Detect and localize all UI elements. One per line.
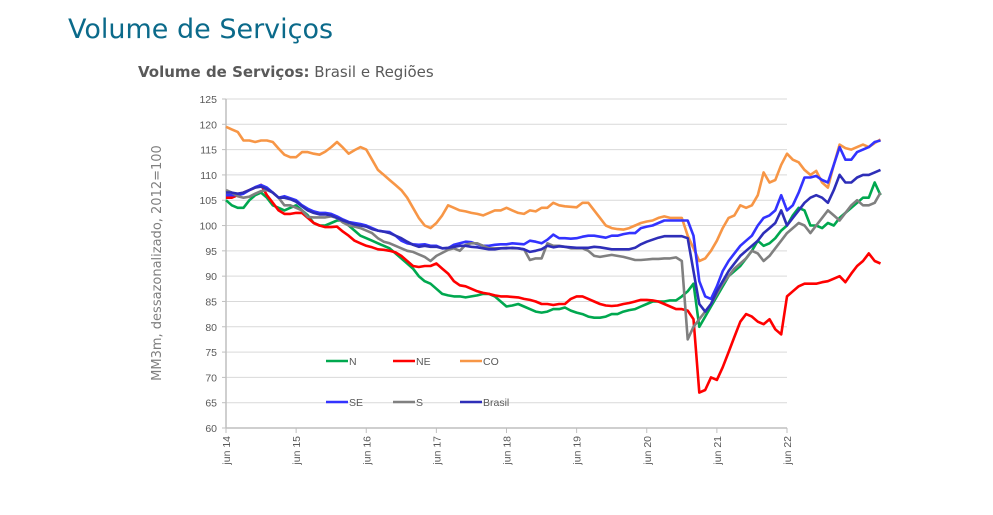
y-tick-label: 65 — [205, 398, 217, 410]
series-line-se — [226, 139, 881, 301]
y-tick-label: 95 — [205, 246, 217, 258]
y-tick-label: 70 — [205, 372, 217, 384]
y-tick-labels: 60 65 70 75 80 85 90 95 100 105 110 115 120 125 — [199, 94, 217, 435]
x-tick-label: jun 17 — [431, 436, 443, 466]
x-tick-label: jun 21 — [712, 436, 724, 466]
x-tick-label: jun 16 — [361, 436, 373, 466]
legend-item-brasil: Brasil — [460, 397, 509, 409]
legend-item-se: SE — [326, 397, 363, 409]
y-tick-label: 110 — [200, 170, 217, 182]
y-tick-label: 105 — [199, 195, 217, 207]
series-line-n — [225, 181, 882, 329]
axes — [225, 99, 787, 429]
x-tick-label: jun 18 — [502, 436, 514, 466]
y-axis-label: MM3m, dessazonalizado, 2012=100 — [150, 145, 165, 381]
x-tick-label: jun 19 — [572, 436, 584, 466]
legend-item-co: CO — [460, 356, 499, 368]
legend-item-ne: NE — [393, 356, 431, 368]
y-tick-label: 75 — [205, 347, 217, 359]
y-tick-label: 85 — [205, 296, 217, 308]
legend-label: CO — [483, 356, 499, 368]
legend-label: SE — [349, 397, 363, 409]
chart-title-bold: Volume de Serviços: — [138, 63, 310, 81]
chart-title: Volume de Serviços: Brasil e Regiões — [138, 63, 434, 81]
y-tick-label: 115 — [200, 145, 217, 157]
legend: N NE CO SE S Brasil — [326, 356, 509, 409]
legend-label: Brasil — [483, 397, 509, 409]
legend-label: NE — [416, 356, 431, 368]
x-tick-label: jun 22 — [782, 436, 794, 466]
y-tick-label: 125 — [199, 94, 217, 106]
x-tick-labels: jun 14 jun 15 jun 16 jun 17 jun 18 jun 19 jun … — [221, 428, 794, 466]
legend-item-s: S — [393, 397, 423, 409]
y-tick-label: 80 — [205, 322, 217, 334]
y-tick-label: 90 — [205, 271, 217, 283]
page-title: Volume de Serviços — [68, 14, 334, 45]
series-lines — [225, 125, 882, 394]
y-tick-label: 120 — [199, 119, 217, 131]
gridlines — [222, 98, 787, 429]
series-line-ne — [226, 183, 882, 394]
legend-item-n: N — [326, 356, 357, 368]
y-tick-label: 60 — [205, 423, 217, 435]
legend-label: N — [349, 356, 357, 368]
x-tick-label: jun 15 — [291, 436, 303, 466]
y-tick-label: 100 — [199, 221, 217, 233]
chart-title-rest: Brasil e Regiões — [309, 63, 434, 81]
series-line-co — [225, 125, 882, 263]
series-line-brasil — [226, 168, 882, 313]
x-tick-label: jun 20 — [642, 436, 654, 466]
x-tick-label: jun 14 — [221, 436, 233, 466]
legend-label: S — [416, 397, 423, 409]
